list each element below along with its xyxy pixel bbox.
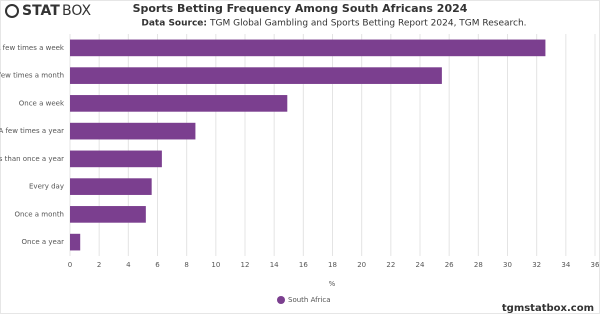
logo-light: BOX <box>62 3 91 19</box>
source-label: Data Source: <box>141 19 207 29</box>
y-tick-label: A few times a year <box>0 127 64 135</box>
bar <box>70 233 81 251</box>
y-tick-label: Once a year <box>22 238 65 246</box>
x-tick-label: 24 <box>416 261 425 269</box>
bar <box>70 150 162 168</box>
y-tick-label: A few times a month <box>0 72 64 80</box>
x-tick-label: 8 <box>184 261 188 269</box>
y-tick-label: Once a week <box>19 99 65 107</box>
x-tick-label: 18 <box>328 261 337 269</box>
x-tick-label: 12 <box>241 261 250 269</box>
x-tick-label: 32 <box>532 261 541 269</box>
watermark: tgmstatbox.com <box>502 303 594 314</box>
y-tick-label: Less than once a year <box>0 155 64 163</box>
x-tick-label: 0 <box>68 261 72 269</box>
legend-label: South Africa <box>288 296 331 304</box>
chart-subtitle: TGM Global Gambling and Sports Betting R… <box>209 19 527 29</box>
bar <box>70 39 546 57</box>
logo-icon <box>5 4 19 18</box>
x-tick-label: 16 <box>299 261 308 269</box>
x-tick-label: 26 <box>445 261 454 269</box>
chart-title: Sports Betting Frequency Among South Afr… <box>133 2 468 15</box>
bar <box>70 206 146 223</box>
x-tick-label: 20 <box>357 261 366 269</box>
logo-bold: STAT <box>22 3 60 19</box>
bar <box>70 122 196 140</box>
x-tick-label: 30 <box>503 261 512 269</box>
bar <box>70 67 442 84</box>
x-tick-label: 28 <box>474 261 483 269</box>
y-tick-label: Once a month <box>14 210 64 218</box>
x-tick-label: 22 <box>386 261 395 269</box>
x-axis-label: % <box>329 280 336 288</box>
x-tick-label: 34 <box>561 261 570 269</box>
x-tick-label: 4 <box>126 261 131 269</box>
x-tick-label: 36 <box>591 261 600 269</box>
x-tick-label: 6 <box>155 261 160 269</box>
y-tick-label: Every day <box>29 183 64 191</box>
x-tick-label: 2 <box>97 261 101 269</box>
legend-swatch <box>277 296 285 304</box>
logo: STAT BOX <box>5 3 91 19</box>
bar <box>70 178 152 195</box>
bar <box>70 95 288 112</box>
y-tick-label: A few times a week <box>0 44 65 52</box>
x-tick-label: 14 <box>270 261 279 269</box>
x-tick-label: 10 <box>211 261 220 269</box>
